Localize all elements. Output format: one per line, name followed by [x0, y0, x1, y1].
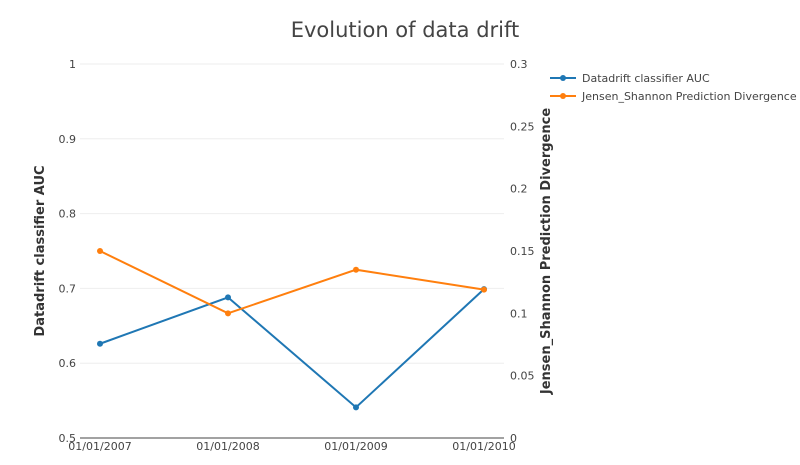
y-left-axis-label: Datadrift classifier AUC — [33, 165, 48, 336]
data-point[interactable] — [225, 294, 231, 301]
data-point[interactable] — [97, 248, 103, 254]
y-right-tick-label: 0.3 — [510, 58, 528, 71]
x-tick-label: 01/01/2010 — [452, 440, 515, 453]
y-right-tick-label: 0.05 — [510, 370, 535, 383]
legend-swatch-marker — [560, 75, 566, 81]
data-point[interactable] — [97, 340, 103, 347]
legend-label: Datadrift classifier AUC — [582, 72, 710, 85]
axes: 0.5 0.6 0.7 0.8 0.9 1 0 0.05 0.1 0.15 0.2 0.25 0.3 01… — [59, 58, 535, 453]
legend-item[interactable]: Jensen_Shannon Prediction Divergence — [550, 90, 797, 103]
legend-label: Jensen_Shannon Prediction Divergence — [581, 90, 797, 103]
y-right-axis-label: Jensen_Shannon Prediction Divergence — [539, 108, 554, 395]
y-left-tick-label: 1 — [69, 58, 76, 71]
x-tick-label: 01/01/2008 — [196, 440, 259, 453]
x-tick-label: 01/01/2007 — [68, 440, 131, 453]
y-left-tick-label: 0.7 — [59, 282, 77, 295]
gridlines — [80, 63, 504, 364]
data-point[interactable] — [481, 286, 487, 293]
legend-item[interactable]: Datadrift classifier AUC — [550, 72, 710, 85]
data-point[interactable] — [353, 404, 359, 411]
y-right-tick-label: 0.1 — [510, 307, 528, 320]
series — [97, 248, 487, 411]
y-right-tick-label: 0.15 — [510, 245, 535, 258]
y-left-tick-label: 0.8 — [59, 208, 77, 221]
y-right-tick-label: 0 — [510, 432, 517, 445]
series-line — [99, 288, 485, 409]
legend[interactable]: Datadrift classifier AUC Jensen_Shannon P… — [550, 72, 797, 103]
x-tick-label: 01/01/2009 — [324, 440, 387, 453]
series-line — [99, 250, 485, 315]
y-left-tick-label: 0.9 — [59, 133, 77, 146]
data-point[interactable] — [353, 266, 359, 273]
legend-swatch-marker — [560, 93, 566, 99]
y-left-tick-label: 0.5 — [59, 432, 77, 445]
data-point[interactable] — [225, 310, 231, 317]
chart-title: Evolution of data drift — [291, 18, 520, 42]
y-left-tick-label: 0.6 — [59, 357, 77, 370]
y-right-tick-label: 0.2 — [510, 183, 528, 196]
y-right-tick-label: 0.25 — [510, 120, 535, 133]
